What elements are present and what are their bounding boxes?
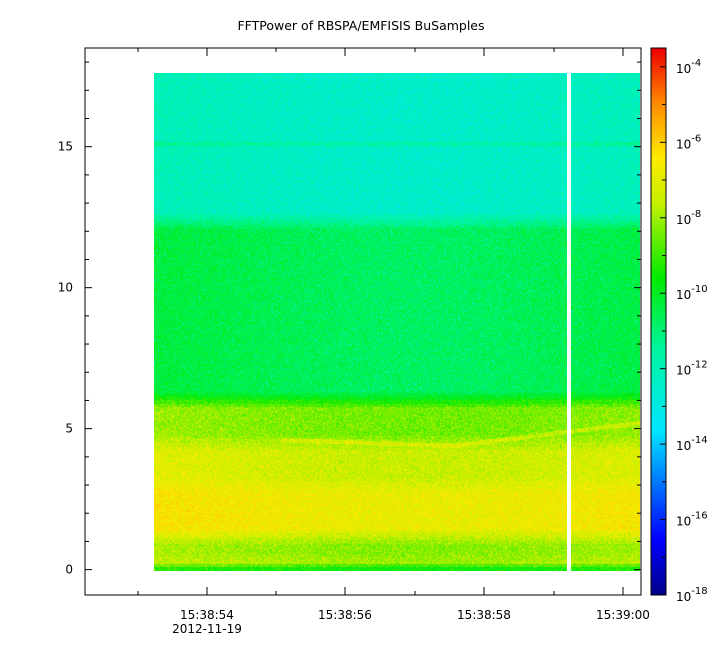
colorbar: 10-4 10-6 10-8 10-10 10-12 10-14 10-16 10-18 bbox=[650, 47, 708, 604]
x-tick-date-label: 2012-11-19 bbox=[172, 622, 242, 636]
colorbar-tick-label: 10-16 bbox=[676, 511, 708, 529]
colorbar-tick-label: 10-12 bbox=[676, 360, 708, 378]
colorbar-tick-label: 10-4 bbox=[676, 58, 701, 76]
x-tick-label: 15:38:56 bbox=[318, 608, 372, 622]
colorbar-tick-label: 10-18 bbox=[676, 586, 708, 604]
colorbar-tick-label: 10-10 bbox=[676, 284, 708, 302]
y-tick-label: 5 bbox=[65, 422, 73, 436]
colorbar-gradient bbox=[651, 48, 666, 595]
spectrogram-image bbox=[154, 73, 640, 571]
colorbar-tick-label: 10-14 bbox=[676, 435, 708, 453]
y-tick-label: 0 bbox=[65, 563, 73, 577]
colorbar-ticks: 10-4 10-6 10-8 10-10 10-12 10-14 10-16 10-18 bbox=[660, 58, 708, 604]
colorbar-tick-label: 10-8 bbox=[676, 209, 701, 227]
colorbar-tick-label: 10-6 bbox=[676, 133, 701, 151]
y-tick-label: 10 bbox=[58, 281, 73, 295]
data-gap bbox=[567, 73, 571, 571]
x-tick-label: 15:39:00 bbox=[596, 608, 650, 622]
x-tick-label: 15:38:54 bbox=[180, 608, 234, 622]
colorbar-frame bbox=[650, 47, 667, 596]
x-tick-label: 15:38:58 bbox=[457, 608, 511, 622]
chart-title: FFTPower of RBSPA/EMFISIS BuSamples bbox=[237, 18, 484, 33]
y-axis: 0 5 10 15 bbox=[58, 61, 641, 577]
y-tick-label: 15 bbox=[58, 140, 73, 154]
